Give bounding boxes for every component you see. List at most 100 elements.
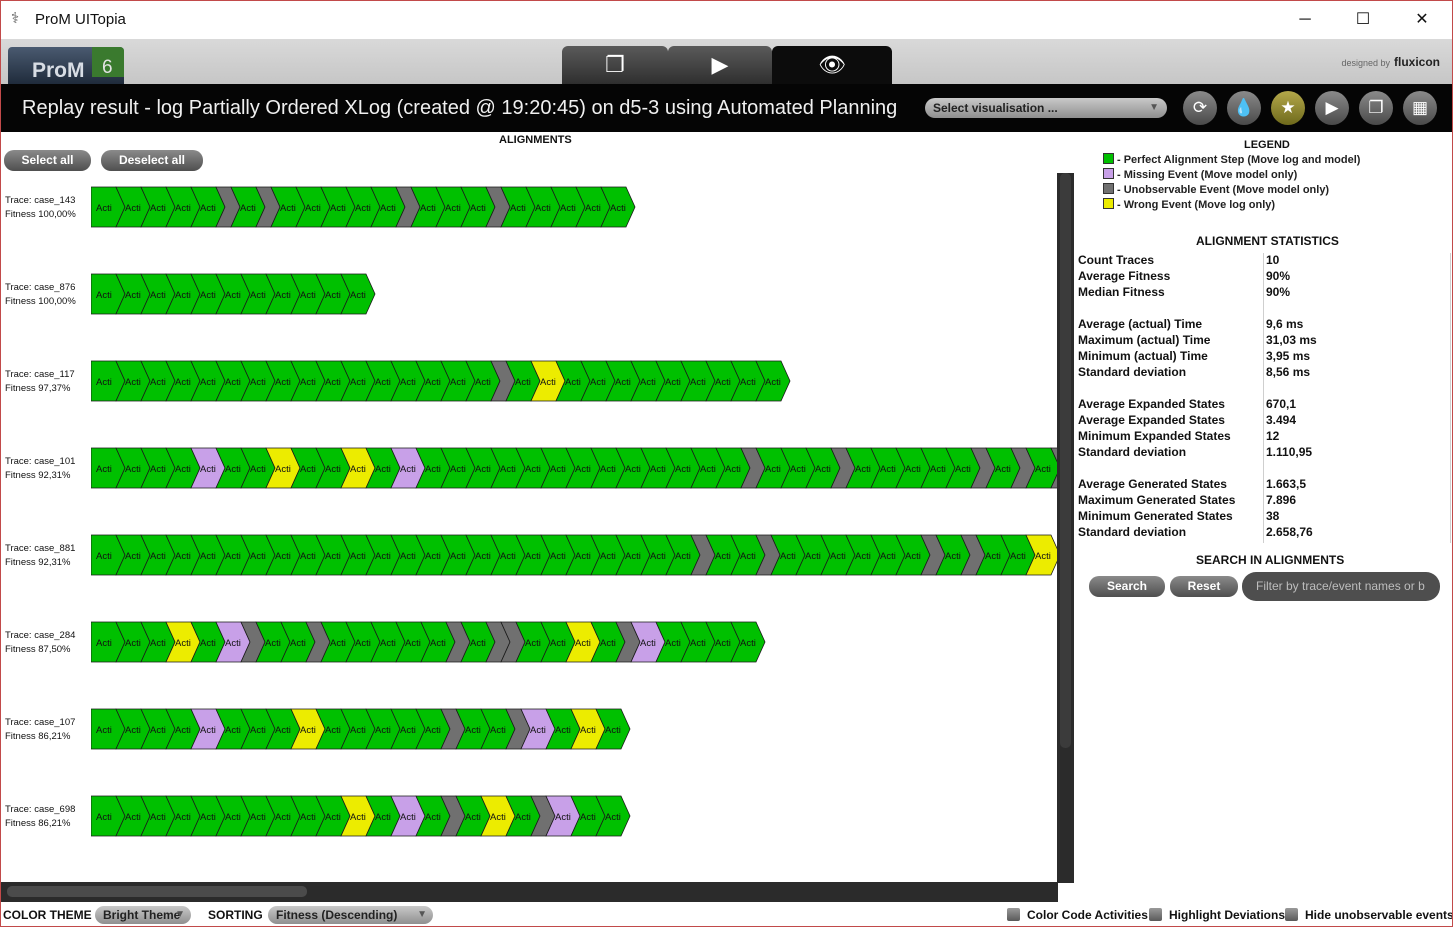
favorite-button[interactable]: ★ (1271, 91, 1305, 125)
event-label: Acti (96, 203, 112, 214)
search-button[interactable]: Search (1089, 576, 1165, 597)
grid-button[interactable]: ▦ (1403, 91, 1437, 125)
tab-workspace[interactable]: ❐ (562, 46, 668, 84)
reset-button[interactable]: Reset (1170, 576, 1238, 597)
event-label: Acti (225, 290, 241, 301)
alignment-chevrons[interactable]: Acti Acti Acti Acti Acti Acti Acti Acti Acti Acti… (91, 447, 1057, 489)
event-label: Acti (275, 812, 291, 823)
event-synchronous[interactable] (600, 186, 636, 228)
trace-label: Trace: case_107 Fitness 86,21% (5, 717, 76, 742)
scroll-thumb[interactable] (1060, 173, 1071, 748)
event-label: Acti (225, 725, 241, 736)
event-label: Acti (300, 551, 316, 562)
event-synchronous[interactable] (595, 795, 631, 837)
prom-app-icon: ⚕ (11, 10, 20, 27)
trace-row[interactable]: Trace: case_881 Fitness 92,31% Acti Acti Act… (1, 534, 1057, 576)
prom-logo: ProM 6 (8, 47, 124, 85)
event-label: Acti (715, 638, 731, 649)
highlight-deviations-checkbox[interactable] (1149, 908, 1162, 921)
close-button[interactable]: ✕ (1415, 11, 1429, 28)
color-code-activities-label: Color Code Activities (1027, 908, 1148, 922)
play-button[interactable]: ▶ (1315, 91, 1349, 125)
minimize-button[interactable]: ─ (1299, 11, 1311, 28)
event-label: Acti (325, 377, 341, 388)
event-label: Acti (880, 464, 896, 475)
trace-row[interactable]: Trace: case_143 Fitness 100,00% Acti Acti Ac… (1, 186, 1057, 228)
alignment-chevrons[interactable]: Acti Acti Acti Acti Acti Acti Acti Acti Acti Acti… (91, 621, 1057, 663)
event-label: Acti (240, 203, 256, 214)
color-theme-select[interactable]: Bright Theme ▼ (95, 906, 191, 924)
event-label: Acti (175, 464, 191, 475)
trace-label: Trace: case_143 Fitness 100,00% (5, 195, 76, 220)
sorting-label: SORTING (208, 908, 263, 922)
event-label: Acti (300, 812, 316, 823)
event-label: Acti (490, 725, 506, 736)
event-label: Acti (265, 638, 281, 649)
hide-unobservable-checkbox[interactable] (1285, 908, 1298, 921)
event-label: Acti (175, 377, 191, 388)
event-label: Acti (450, 551, 466, 562)
alignment-chevrons[interactable]: Acti Acti Acti Acti Acti Acti Acti Acti Acti Acti… (91, 186, 1057, 228)
drop-icon: 💧 (1233, 98, 1255, 117)
export-button[interactable]: ❐ (1359, 91, 1393, 125)
event-synchronous[interactable] (755, 360, 791, 402)
alignment-chevrons[interactable]: Acti Acti Acti Acti Acti Acti Acti Acti Acti Acti… (91, 273, 1057, 315)
event-label: Acti (500, 551, 516, 562)
event-label: Acti (350, 551, 366, 562)
tab-views[interactable]: 👁 (772, 46, 892, 84)
stat-label: Minimum Expanded States (1078, 429, 1231, 443)
tab-actions[interactable]: ▶ (668, 46, 772, 84)
trace-row[interactable]: Trace: case_284 Fitness 87,50% Acti Acti Act… (1, 621, 1057, 663)
event-synchronous[interactable] (730, 621, 766, 663)
event-synchronous[interactable] (595, 708, 631, 750)
event-label: Acti (250, 377, 266, 388)
alignment-chevrons[interactable]: Acti Acti Acti Acti Acti Acti Acti Acti Acti Acti… (91, 360, 1057, 402)
maximize-button[interactable]: ☐ (1355, 11, 1371, 28)
alignment-chevrons[interactable]: Acti Acti Acti Acti Acti Acti Acti Acti Acti Acti… (91, 795, 1057, 837)
vertical-scrollbar[interactable] (1057, 173, 1074, 883)
visualisation-select[interactable]: Select visualisation ... ▼ (925, 98, 1167, 118)
chevron-down-icon: ▼ (417, 909, 427, 920)
event-label: Acti (175, 638, 191, 649)
drop-button[interactable]: 💧 (1227, 91, 1261, 125)
event-label: Acti (855, 551, 871, 562)
event-label: Acti (150, 638, 166, 649)
trace-row[interactable]: Trace: case_117 Fitness 97,37% Acti Acti Act… (1, 360, 1057, 402)
sorting-select[interactable]: Fitness (Descending) ▼ (268, 906, 433, 924)
stat-value: 9,6 ms (1266, 317, 1304, 331)
color-code-activities-checkbox[interactable] (1007, 908, 1020, 921)
event-label: Acti (200, 551, 216, 562)
hide-unobservable-label: Hide unobservable events (1305, 908, 1453, 922)
event-label: Acti (200, 812, 216, 823)
alignment-chevrons[interactable]: Acti Acti Acti Acti Acti Acti Acti Acti Acti Acti… (91, 708, 1057, 750)
event-label: Acti (470, 203, 486, 214)
event-label: Acti (905, 464, 921, 475)
chevron-down-icon: ▼ (1149, 102, 1159, 113)
trace-row[interactable]: Trace: case_698 Fitness 86,21% Acti Acti Act… (1, 795, 1057, 837)
event-label: Acti (575, 464, 591, 475)
event-wrong[interactable] (1025, 534, 1057, 576)
refresh-button[interactable]: ⟳ (1183, 91, 1217, 125)
event-label: Acti (470, 638, 486, 649)
trace-row[interactable]: Trace: case_101 Fitness 92,31% Acti Acti Act… (1, 447, 1057, 489)
search-input[interactable]: Filter by trace/event names or b (1242, 572, 1440, 601)
stat-value: 670,1 (1266, 397, 1297, 411)
trace-row[interactable]: Trace: case_876 Fitness 100,00% Acti Acti Ac… (1, 273, 1057, 315)
view-heading: Replay result - log Partially Ordered XL… (22, 97, 898, 119)
event-label: Acti (200, 290, 216, 301)
horizontal-scrollbar[interactable] (1, 882, 1058, 902)
deselect-all-button[interactable]: Deselect all (101, 150, 203, 171)
event-label: Acti (930, 464, 946, 475)
event-label: Acti (715, 377, 731, 388)
scroll-thumb[interactable] (7, 886, 307, 897)
stat-value: 2.658,76 (1266, 525, 1313, 539)
event-unobservable[interactable] (1050, 447, 1057, 489)
event-label: Acti (275, 290, 291, 301)
trace-row[interactable]: Trace: case_107 Fitness 86,21% Acti Acti Act… (1, 708, 1057, 750)
event-synchronous[interactable] (340, 273, 376, 315)
select-all-button[interactable]: Select all (4, 150, 91, 171)
event-label: Acti (375, 812, 391, 823)
trace-label: Trace: case_101 Fitness 92,31% (5, 456, 76, 481)
stat-value: 3.494 (1266, 413, 1297, 427)
alignment-chevrons[interactable]: Acti Acti Acti Acti Acti Acti Acti Acti Acti Acti… (91, 534, 1057, 576)
